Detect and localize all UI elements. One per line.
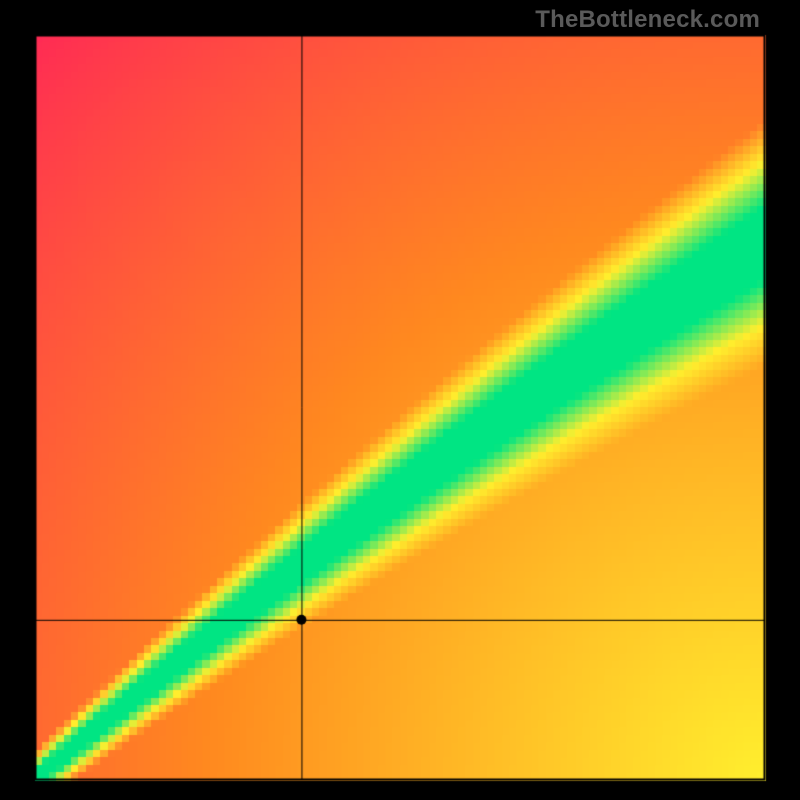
bottleneck-heatmap	[0, 0, 800, 800]
watermark-text: TheBottleneck.com	[535, 6, 760, 34]
